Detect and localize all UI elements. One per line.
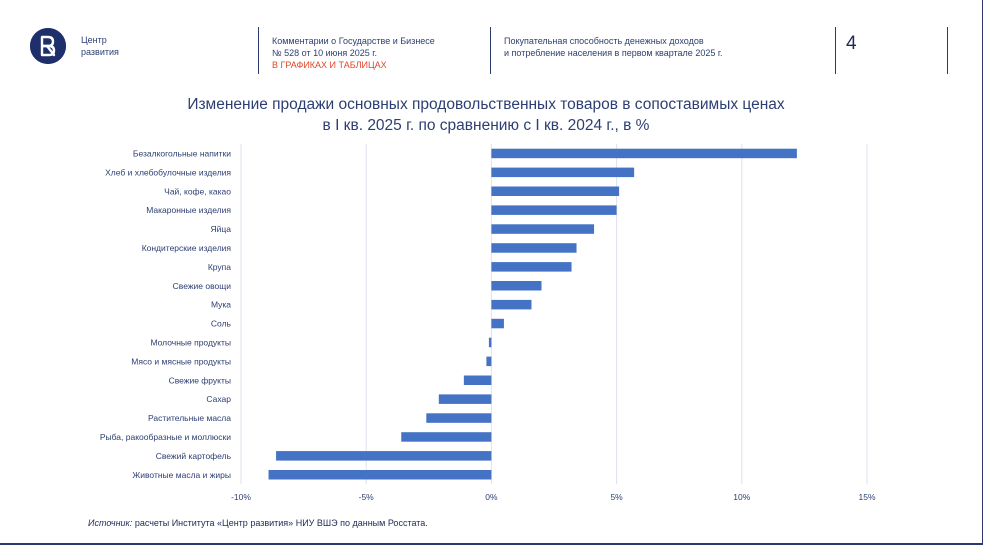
bar — [491, 318, 504, 329]
x-tick-label: 15% — [858, 492, 875, 502]
header-divider-2 — [490, 27, 491, 74]
series-line-2: № 528 от 10 июня 2025 г. — [272, 48, 377, 58]
series-line-1: Комментарии о Государстве и Бизнесе — [272, 36, 435, 46]
bar — [491, 186, 620, 196]
chart-title-line-2: в I кв. 2025 г. по сравнению с I кв. 202… — [322, 117, 650, 134]
category-label: Сахар — [206, 394, 231, 404]
series-line-3: В ГРАФИКАХ И ТАБЛИЦАХ — [272, 60, 387, 70]
bar — [463, 375, 492, 385]
topic-info: Покупательная способность денежных доход… — [504, 35, 723, 59]
bar — [491, 262, 572, 272]
x-tick-label: -5% — [359, 492, 375, 502]
bar — [491, 224, 595, 234]
header-divider-3 — [835, 27, 836, 74]
source-label: Источник: — [88, 518, 133, 528]
category-label: Безалкогольные напитки — [133, 148, 231, 158]
category-label: Растительные масла — [148, 413, 231, 423]
chart-title: Изменение продажи основных продовольстве… — [0, 94, 972, 136]
x-tick-label: -10% — [231, 492, 251, 502]
org-line-2: развития — [81, 47, 119, 57]
category-label: Молочные продукты — [150, 337, 231, 347]
bar — [276, 451, 492, 461]
source-note: Источник: расчеты Института «Центр разви… — [88, 518, 428, 528]
category-label: Соль — [211, 319, 232, 329]
hse-logo-icon — [30, 28, 66, 64]
category-label: Мука — [211, 300, 231, 310]
category-label: Кондитерские изделия — [142, 243, 232, 253]
chart-title-line-1: Изменение продажи основных продовольстве… — [187, 96, 785, 113]
bar — [268, 470, 492, 480]
header: Центр развития Комментарии о Государстве… — [0, 0, 984, 80]
bar — [491, 299, 532, 310]
bar — [491, 243, 577, 253]
category-label: Свежие фрукты — [169, 375, 231, 385]
category-label: Чай, кофе, какао — [164, 186, 231, 196]
category-label: Макаронные изделия — [146, 205, 231, 215]
category-label: Рыба, ракообразные и моллюски — [100, 432, 231, 442]
bar — [491, 281, 542, 291]
hse-logo — [30, 28, 66, 64]
bar — [438, 394, 492, 404]
org-line-1: Центр — [81, 35, 107, 45]
x-tick-label: 5% — [610, 492, 623, 502]
topic-line-1: Покупательная способность денежных доход… — [504, 36, 704, 46]
category-label: Мясо и мясные продукты — [131, 356, 231, 366]
x-tick-label: 10% — [733, 492, 750, 502]
bar — [491, 167, 635, 178]
source-text: расчеты Института «Центр развития» НИУ В… — [132, 518, 428, 528]
category-label: Животные масла и жиры — [132, 470, 231, 480]
header-divider-1 — [258, 27, 259, 74]
series-info: Комментарии о Государстве и Бизнесе № 52… — [272, 35, 435, 71]
org-name: Центр развития — [81, 34, 119, 58]
bar — [426, 413, 492, 423]
category-label: Яйца — [211, 224, 232, 234]
bar — [491, 205, 617, 215]
page-number: 4 — [846, 33, 857, 54]
x-tick-label: 0% — [485, 492, 498, 502]
bar — [401, 432, 492, 442]
bar — [486, 356, 492, 367]
bar-chart: -10% -5% 0% 5% 10% 15% Безалкогольные напитки Х… — [100, 144, 876, 502]
bar — [488, 337, 492, 348]
category-label: Свежие овощи — [173, 281, 232, 291]
topic-line-2: и потребление населения в первом квартал… — [504, 48, 723, 58]
category-label: Крупа — [208, 262, 231, 272]
category-label: Свежий картофель — [156, 451, 232, 461]
bar — [491, 148, 797, 159]
category-label: Хлеб и хлебобулочные изделия — [105, 167, 231, 177]
header-divider-4 — [947, 27, 948, 74]
